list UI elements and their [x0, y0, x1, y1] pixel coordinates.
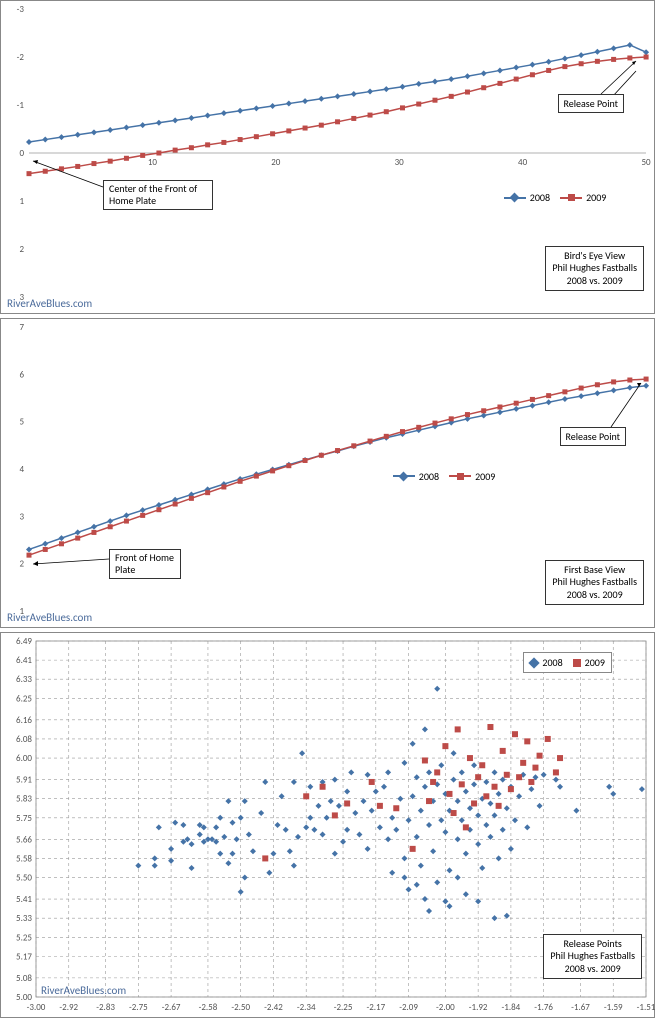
svg-text:-2.09: -2.09: [399, 1002, 418, 1013]
svg-text:-1.84: -1.84: [502, 1002, 521, 1013]
svg-text:5.41: 5.41: [16, 894, 32, 905]
svg-text:40: 40: [518, 157, 528, 168]
svg-text:-2.50: -2.50: [231, 1002, 250, 1013]
svg-text:6.08: 6.08: [16, 734, 32, 745]
legend-label-2008: 2008: [542, 656, 562, 669]
svg-text:-3: -3: [17, 4, 25, 15]
legend-label-2009: 2009: [586, 191, 606, 204]
legend-chart1: 2008 2009: [504, 191, 607, 204]
svg-text:5.25: 5.25: [16, 932, 32, 943]
svg-text:-2.58: -2.58: [199, 1002, 218, 1013]
svg-text:-1.76: -1.76: [534, 1002, 553, 1013]
svg-text:5.83: 5.83: [16, 794, 32, 805]
legend-item-2009: 2009: [449, 470, 495, 483]
svg-text:6.49: 6.49: [16, 636, 32, 647]
svg-text:6.41: 6.41: [16, 655, 32, 666]
svg-text:-1.59: -1.59: [604, 1002, 623, 1013]
svg-text:5.33: 5.33: [16, 913, 32, 924]
svg-text:6.16: 6.16: [16, 715, 32, 726]
legend-chart2: 2008 2009: [393, 470, 496, 483]
svg-text:-2.25: -2.25: [334, 1002, 353, 1013]
svg-text:1: 1: [19, 196, 24, 207]
svg-text:-2: -2: [17, 52, 25, 63]
release-point-callout-2: Release Point: [560, 427, 626, 446]
svg-text:5.50: 5.50: [16, 873, 32, 884]
svg-text:3: 3: [19, 511, 24, 522]
svg-text:5.17: 5.17: [16, 951, 32, 962]
svg-text:5.66: 5.66: [16, 834, 32, 845]
svg-text:-2.75: -2.75: [129, 1002, 148, 1013]
svg-text:6.00: 6.00: [16, 753, 32, 764]
svg-text:-2.92: -2.92: [59, 1002, 78, 1013]
watermark-3: RiverAveBlues.com: [41, 984, 126, 997]
legend-label-2008: 2008: [419, 470, 439, 483]
svg-text:6.25: 6.25: [16, 693, 32, 704]
svg-text:-2.83: -2.83: [96, 1002, 115, 1013]
svg-text:5.75: 5.75: [16, 813, 32, 824]
svg-text:2: 2: [19, 244, 24, 255]
svg-text:-2.34: -2.34: [297, 1002, 316, 1013]
svg-text:-2.42: -2.42: [264, 1002, 283, 1013]
watermark-2: RiverAveBlues.com: [7, 611, 92, 624]
svg-text:7: 7: [19, 322, 24, 333]
svg-text:5.08: 5.08: [16, 973, 32, 984]
legend-item-2009: 2009: [560, 191, 606, 204]
watermark-1: RiverAveBlues.com: [7, 297, 92, 310]
svg-text:50: 50: [641, 157, 651, 168]
svg-text:10: 10: [148, 157, 158, 168]
svg-text:30: 30: [395, 157, 405, 168]
svg-text:-3.00: -3.00: [27, 1002, 46, 1013]
svg-text:-1.67: -1.67: [571, 1002, 590, 1013]
svg-text:5.91: 5.91: [16, 775, 32, 786]
svg-text:-1: -1: [17, 100, 25, 111]
svg-text:5: 5: [19, 417, 24, 428]
title-box-chart3: Release PointsPhil Hughes Fastballs2008 …: [543, 934, 642, 980]
home-plate-callout-2: Front of Home Plate: [109, 549, 181, 579]
svg-text:20: 20: [271, 157, 281, 168]
svg-text:6: 6: [19, 369, 24, 380]
svg-text:6.33: 6.33: [16, 674, 32, 685]
legend-item-2008: 2008: [393, 470, 439, 483]
svg-text:4: 4: [19, 464, 24, 475]
home-plate-callout-1: Center of the Front of Home Plate: [103, 180, 213, 210]
title-box-chart1: Bird's Eye ViewPhil Hughes Fastballs2008…: [545, 246, 644, 292]
svg-text:-2.17: -2.17: [366, 1002, 385, 1013]
svg-text:2: 2: [19, 559, 24, 570]
svg-text:-1.51: -1.51: [637, 1002, 655, 1013]
legend-item-2008: 2008: [530, 656, 562, 669]
legend-label-2008: 2008: [530, 191, 550, 204]
chart-birdseye: -3-2-101231020304050 Release Point Cente…: [0, 0, 655, 314]
legend-label-2009: 2009: [475, 470, 495, 483]
legend-chart3: 2008 2009: [523, 652, 612, 673]
svg-text:5.58: 5.58: [16, 853, 32, 864]
svg-text:0: 0: [19, 148, 24, 159]
svg-text:-2.00: -2.00: [436, 1002, 455, 1013]
chart-release-points: 5.005.085.175.255.335.415.505.585.665.75…: [0, 632, 655, 1018]
release-point-callout-1: Release Point: [558, 94, 624, 113]
legend-item-2009: 2009: [573, 656, 605, 669]
chart-firstbase: 1234567 Release Point Front of Home Plat…: [0, 318, 655, 628]
title-box-chart2: First Base ViewPhil Hughes Fastballs2008…: [545, 560, 644, 606]
legend-item-2008: 2008: [504, 191, 550, 204]
svg-text:-2.67: -2.67: [162, 1002, 181, 1013]
legend-label-2009: 2009: [585, 656, 605, 669]
svg-text:-1.92: -1.92: [469, 1002, 488, 1013]
